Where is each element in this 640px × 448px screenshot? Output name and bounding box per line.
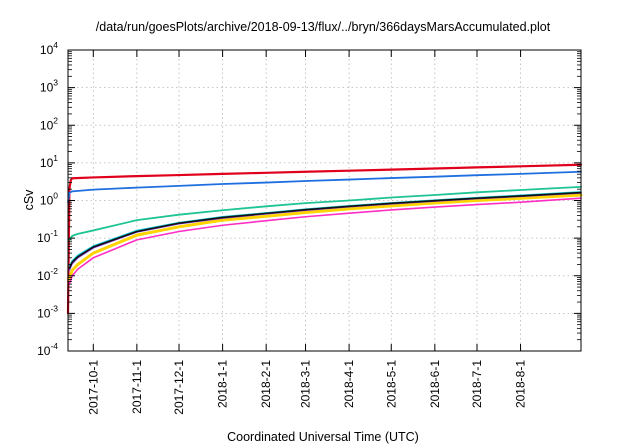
series-line-8: [68, 191, 582, 269]
x-tick-label: 2018-7-1: [470, 360, 484, 408]
x-tick-label: 2018-8-1: [514, 360, 528, 408]
series-line-4: [67, 193, 583, 281]
x-tick-label: 2017-11-1: [130, 360, 144, 414]
chart-title: /data/run/goesPlots/archive/2018-09-13/f…: [96, 20, 551, 34]
x-axis-label: Coordinated Universal Time (UTC): [227, 430, 419, 444]
gridlines: [68, 50, 581, 351]
x-axis-ticks: 2017-10-1 2017-11-1 2017-12-1 2018-1-1 2018-…: [86, 50, 528, 415]
y-tick-label: 10-1: [37, 228, 58, 245]
x-tick-label: 2017-10-1: [86, 360, 100, 415]
series-line-7: [68, 192, 582, 271]
series-line-3: [68, 185, 582, 241]
x-tick-label: 2018-6-1: [428, 360, 442, 408]
y-tick-label: 10-2: [37, 266, 58, 283]
x-tick-label: 2018-3-1: [299, 360, 313, 408]
series-line-5: [68, 197, 582, 285]
x-tick-label: 2018-2-1: [259, 360, 273, 408]
y-tick-label: 101: [40, 153, 58, 170]
y-tick-label: 102: [40, 115, 58, 132]
y-axis-label: cSv: [22, 189, 36, 211]
y-axis-ticks: 10-4 10-3 10-2 10-1 100 101 102 103 104: [37, 40, 581, 358]
series-line-2: [67, 170, 582, 204]
series-lines: [66, 163, 583, 315]
x-tick-label: 2018-4-1: [342, 360, 356, 408]
y-tick-label: 10-3: [37, 303, 58, 320]
x-tick-label: 2017-12-1: [172, 360, 186, 415]
y-tick-label: 10-4: [37, 341, 58, 358]
x-tick-label: 2018-5-1: [384, 360, 398, 408]
x-tick-label: 2018-1-1: [216, 360, 230, 408]
y-tick-label: 100: [40, 191, 58, 208]
y-tick-label: 104: [40, 40, 58, 57]
series-line-1: [66, 163, 583, 315]
y-tick-label: 103: [40, 78, 58, 95]
